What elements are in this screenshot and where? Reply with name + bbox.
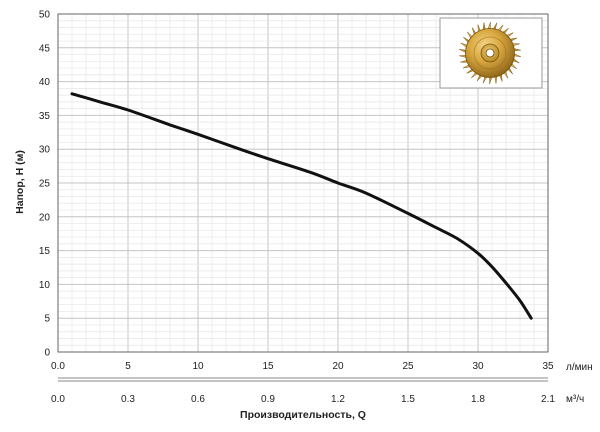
y-tick-label: 15	[39, 246, 51, 257]
y-tick-label: 20	[39, 212, 51, 223]
y-tick-label: 45	[39, 43, 51, 54]
brass-impeller-icon	[459, 21, 521, 85]
x-secondary-tick-label: 0.9	[261, 394, 275, 405]
x-axis-title: Производительность, Q	[240, 409, 366, 421]
x-secondary-tick-label: 1.8	[471, 394, 485, 405]
x-secondary-tick-label: 0.0	[51, 394, 65, 405]
plot-frame	[57, 13, 549, 353]
chart-grid	[57, 13, 549, 353]
x-primary-tick-label: 15	[262, 361, 274, 372]
y-axis-ticks: 0 5 10 15 20 25 30 35 40 45 50	[39, 10, 51, 359]
x-secondary-tick-label: 1.2	[331, 394, 345, 405]
x-primary-tick-label: 25	[402, 361, 414, 372]
x-primary-tick-label: 0.0	[51, 361, 65, 372]
x-axis-secondary-ticks: 0.0 0.3 0.6 0.9 1.2 1.5 1.8 2.1	[51, 394, 555, 405]
y-tick-label: 30	[39, 145, 51, 156]
y-tick-label: 50	[39, 10, 51, 21]
x-axis-primary-unit: л/мин	[566, 362, 593, 373]
x-axis-primary-ticks: 0.0 5 10 15 20 25 30 35	[51, 361, 554, 372]
x-axis-secondary-unit: м³/ч	[566, 394, 584, 405]
x-primary-tick-label: 10	[192, 361, 204, 372]
y-tick-label: 5	[44, 314, 50, 325]
y-tick-label: 25	[39, 179, 51, 190]
y-tick-label: 35	[39, 111, 51, 122]
y-tick-label: 10	[39, 280, 51, 291]
x-secondary-tick-label: 1.5	[401, 394, 415, 405]
x-primary-tick-label: 35	[542, 361, 554, 372]
series-layer	[70, 92, 533, 320]
y-axis-title: Напор, H (м)	[14, 150, 26, 214]
impeller-inset	[439, 17, 543, 89]
y-tick-label: 0	[44, 348, 50, 359]
pump-curve-line	[70, 92, 533, 320]
y-tick-label: 40	[39, 77, 51, 88]
x-primary-tick-label: 30	[472, 361, 484, 372]
x-secondary-tick-label: 2.1	[541, 394, 555, 405]
x-secondary-tick-label: 0.3	[121, 394, 135, 405]
x-secondary-tick-label: 0.6	[191, 394, 205, 405]
x-primary-tick-label: 5	[125, 361, 131, 372]
x-primary-tick-label: 20	[332, 361, 344, 372]
